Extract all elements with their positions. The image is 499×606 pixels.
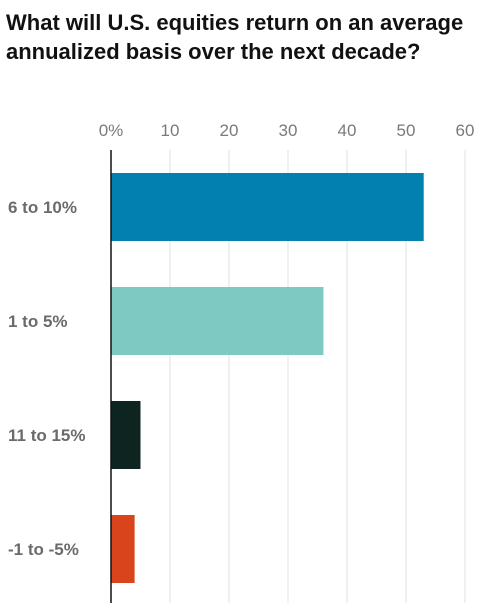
chart-title: What will U.S. equities return on an ave… (6, 10, 464, 64)
category-labels: 6 to 10% 1 to 5% 11 to 15% -1 to -5% (8, 198, 86, 559)
bars (111, 173, 424, 583)
bar (111, 287, 324, 355)
x-tick-label: 20 (220, 121, 239, 140)
bar (111, 515, 135, 583)
x-tick-label: 60 (456, 121, 475, 140)
x-tick-label: 40 (338, 121, 357, 140)
x-tick-label: 0% (99, 121, 124, 140)
category-label: -1 to -5% (8, 540, 79, 559)
x-tick-label: 10 (161, 121, 180, 140)
category-label: 6 to 10% (8, 198, 77, 217)
x-axis-ticks: 0% 10 20 30 40 50 60 (99, 121, 475, 140)
x-tick-label: 30 (279, 121, 298, 140)
bar (111, 173, 424, 241)
category-label: 1 to 5% (8, 312, 68, 331)
category-label: 11 to 15% (8, 426, 86, 445)
x-tick-label: 50 (397, 121, 416, 140)
bar (111, 401, 141, 469)
